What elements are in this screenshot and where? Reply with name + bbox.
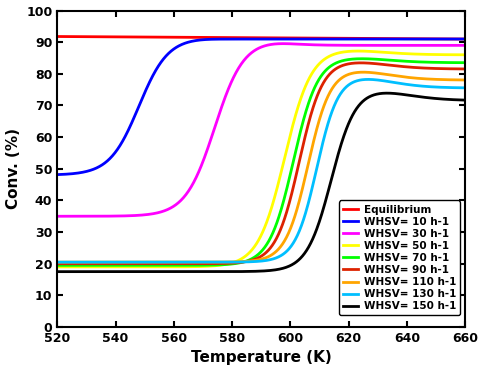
Equilibrium	[463, 37, 469, 41]
Equilibrium	[302, 36, 308, 40]
WHSV= 10 h-1	[54, 173, 60, 177]
WHSV= 110 h-1	[315, 123, 321, 128]
WHSV= 70 h-1	[54, 263, 60, 267]
WHSV= 30 h-1	[79, 214, 85, 219]
WHSV= 70 h-1	[79, 263, 85, 267]
WHSV= 130 h-1	[364, 77, 370, 82]
Line: WHSV= 130 h-1: WHSV= 130 h-1	[57, 79, 466, 262]
X-axis label: Temperature (K): Temperature (K)	[191, 351, 332, 365]
WHSV= 130 h-1	[365, 77, 371, 82]
WHSV= 70 h-1	[302, 112, 308, 117]
WHSV= 10 h-1	[406, 37, 411, 41]
WHSV= 10 h-1	[315, 37, 320, 41]
WHSV= 110 h-1	[302, 174, 308, 178]
WHSV= 130 h-1	[54, 260, 60, 265]
WHSV= 110 h-1	[292, 214, 298, 219]
WHSV= 110 h-1	[115, 260, 121, 265]
WHSV= 30 h-1	[280, 42, 286, 46]
WHSV= 90 h-1	[302, 133, 308, 137]
Y-axis label: Conv. (%): Conv. (%)	[5, 128, 20, 209]
WHSV= 150 h-1	[54, 269, 60, 274]
WHSV= 150 h-1	[140, 269, 146, 274]
WHSV= 30 h-1	[463, 43, 469, 47]
WHSV= 10 h-1	[79, 170, 85, 175]
WHSV= 150 h-1	[463, 98, 469, 102]
WHSV= 130 h-1	[292, 238, 298, 243]
WHSV= 150 h-1	[364, 96, 370, 100]
WHSV= 70 h-1	[359, 56, 365, 61]
WHSV= 110 h-1	[463, 78, 469, 82]
WHSV= 110 h-1	[79, 260, 85, 265]
WHSV= 130 h-1	[463, 86, 469, 90]
WHSV= 50 h-1	[315, 64, 320, 68]
WHSV= 110 h-1	[407, 75, 413, 80]
WHSV= 50 h-1	[463, 53, 469, 57]
WHSV= 30 h-1	[302, 42, 308, 47]
WHSV= 30 h-1	[54, 214, 60, 219]
Legend: Equilibrium, WHSV= 10 h-1, WHSV= 30 h-1, WHSV= 50 h-1, WHSV= 70 h-1, WHSV= 90 h-: Equilibrium, WHSV= 10 h-1, WHSV= 30 h-1,…	[339, 200, 460, 315]
WHSV= 50 h-1	[291, 118, 297, 122]
Line: WHSV= 50 h-1: WHSV= 50 h-1	[57, 51, 466, 267]
WHSV= 130 h-1	[150, 260, 155, 265]
WHSV= 70 h-1	[364, 57, 370, 61]
WHSV= 50 h-1	[54, 265, 60, 269]
WHSV= 90 h-1	[292, 179, 298, 183]
Line: WHSV= 70 h-1: WHSV= 70 h-1	[57, 59, 466, 265]
WHSV= 150 h-1	[384, 91, 390, 95]
Line: WHSV= 10 h-1: WHSV= 10 h-1	[57, 39, 466, 175]
Equilibrium	[79, 35, 85, 39]
WHSV= 130 h-1	[302, 211, 308, 215]
Line: Equilibrium: Equilibrium	[57, 36, 466, 39]
WHSV= 90 h-1	[80, 262, 86, 266]
WHSV= 70 h-1	[315, 80, 320, 85]
WHSV= 150 h-1	[407, 93, 413, 98]
WHSV= 30 h-1	[364, 43, 370, 47]
Line: WHSV= 110 h-1: WHSV= 110 h-1	[57, 72, 466, 262]
WHSV= 10 h-1	[364, 37, 370, 41]
Line: WHSV= 30 h-1: WHSV= 30 h-1	[57, 44, 466, 216]
WHSV= 90 h-1	[463, 67, 469, 71]
WHSV= 50 h-1	[302, 85, 308, 89]
WHSV= 130 h-1	[407, 83, 413, 87]
Equilibrium	[364, 36, 370, 41]
WHSV= 10 h-1	[463, 37, 469, 41]
WHSV= 10 h-1	[291, 37, 297, 41]
WHSV= 90 h-1	[315, 92, 321, 97]
WHSV= 90 h-1	[407, 65, 413, 69]
WHSV= 90 h-1	[65, 262, 71, 266]
WHSV= 90 h-1	[358, 60, 363, 65]
Equilibrium	[315, 36, 320, 40]
WHSV= 70 h-1	[291, 155, 297, 160]
Equilibrium	[54, 34, 60, 39]
WHSV= 70 h-1	[463, 60, 469, 65]
WHSV= 10 h-1	[302, 37, 308, 41]
WHSV= 50 h-1	[364, 49, 370, 53]
WHSV= 150 h-1	[292, 261, 298, 265]
WHSV= 150 h-1	[79, 269, 85, 274]
Line: WHSV= 90 h-1: WHSV= 90 h-1	[57, 63, 466, 264]
WHSV= 50 h-1	[79, 265, 85, 269]
WHSV= 50 h-1	[355, 49, 361, 53]
WHSV= 110 h-1	[365, 70, 371, 75]
WHSV= 50 h-1	[407, 52, 412, 56]
Line: WHSV= 150 h-1: WHSV= 150 h-1	[57, 93, 466, 272]
WHSV= 150 h-1	[315, 224, 321, 228]
WHSV= 110 h-1	[54, 260, 60, 265]
Equilibrium	[406, 36, 411, 41]
WHSV= 30 h-1	[407, 43, 412, 47]
WHSV= 130 h-1	[79, 260, 85, 265]
WHSV= 30 h-1	[315, 43, 321, 47]
WHSV= 90 h-1	[365, 61, 371, 65]
WHSV= 90 h-1	[54, 262, 60, 266]
WHSV= 70 h-1	[407, 59, 412, 64]
WHSV= 150 h-1	[302, 250, 308, 254]
WHSV= 110 h-1	[361, 70, 366, 75]
WHSV= 30 h-1	[292, 42, 298, 46]
Equilibrium	[291, 36, 297, 40]
WHSV= 130 h-1	[315, 162, 321, 166]
